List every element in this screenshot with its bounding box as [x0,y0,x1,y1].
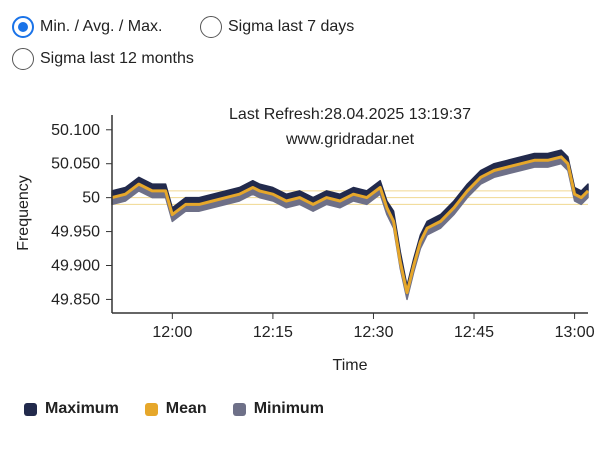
x-tick-label-1: 12:15 [253,324,293,341]
series-minimum-band [111,156,589,301]
legend-label-minimum: Minimum [253,400,324,417]
series-mean-line [111,155,590,295]
radio-sigma-12-months[interactable] [12,48,34,70]
y-tick-label-0: 50.100 [51,122,100,139]
frequency-chart: 50.100 50.050 50 49.950 49.900 49.850 12:00 12:… [15,106,595,374]
legend-item-mean[interactable]: Mean [144,400,207,418]
option-min-avg-max-label[interactable]: Min. / Avg. / Max. [40,18,163,35]
x-axis-label: Time [333,357,368,374]
chart-subtitle: www.gridradar.net [285,131,415,148]
y-tick-label-1: 50.050 [51,156,100,173]
y-axis-label: Frequency [15,175,32,251]
legend-label-maximum: Maximum [45,400,119,417]
y-tick-label-3: 49.950 [51,224,100,241]
radio-sigma-7-days[interactable] [200,16,222,38]
option-min-avg-max[interactable]: Min. / Avg. / Max. [12,16,162,38]
y-tick-label-5: 49.850 [51,291,100,308]
y-tick-label-2: 50 [82,190,100,207]
legend-label-mean: Mean [165,400,207,417]
legend-item-minimum[interactable]: Minimum [232,400,324,418]
x-tick-label-0: 12:00 [152,324,192,341]
option-sigma-7-days[interactable]: Sigma last 7 days [200,16,354,38]
radio-min-avg-max[interactable] [12,16,34,38]
legend-item-maximum[interactable]: Maximum [24,400,119,418]
x-tick-label-3: 12:45 [454,324,494,341]
legend-swatch-maximum [24,402,37,416]
chart-title: Last Refresh:28.04.2025 13:19:37 [229,106,471,123]
chart-legend: Maximum Mean Minimum [24,400,350,418]
option-sigma-12-months-label[interactable]: Sigma last 12 months [40,50,194,67]
legend-swatch-minimum [232,402,246,416]
legend-swatch-mean [144,402,158,416]
y-tick-label-4: 49.900 [51,258,100,275]
option-sigma-12-months[interactable]: Sigma last 12 months [12,48,194,70]
option-sigma-7-days-label[interactable]: Sigma last 7 days [228,18,355,35]
x-tick-label-4: 13:00 [555,324,595,341]
x-tick-label-2: 12:30 [353,324,393,341]
